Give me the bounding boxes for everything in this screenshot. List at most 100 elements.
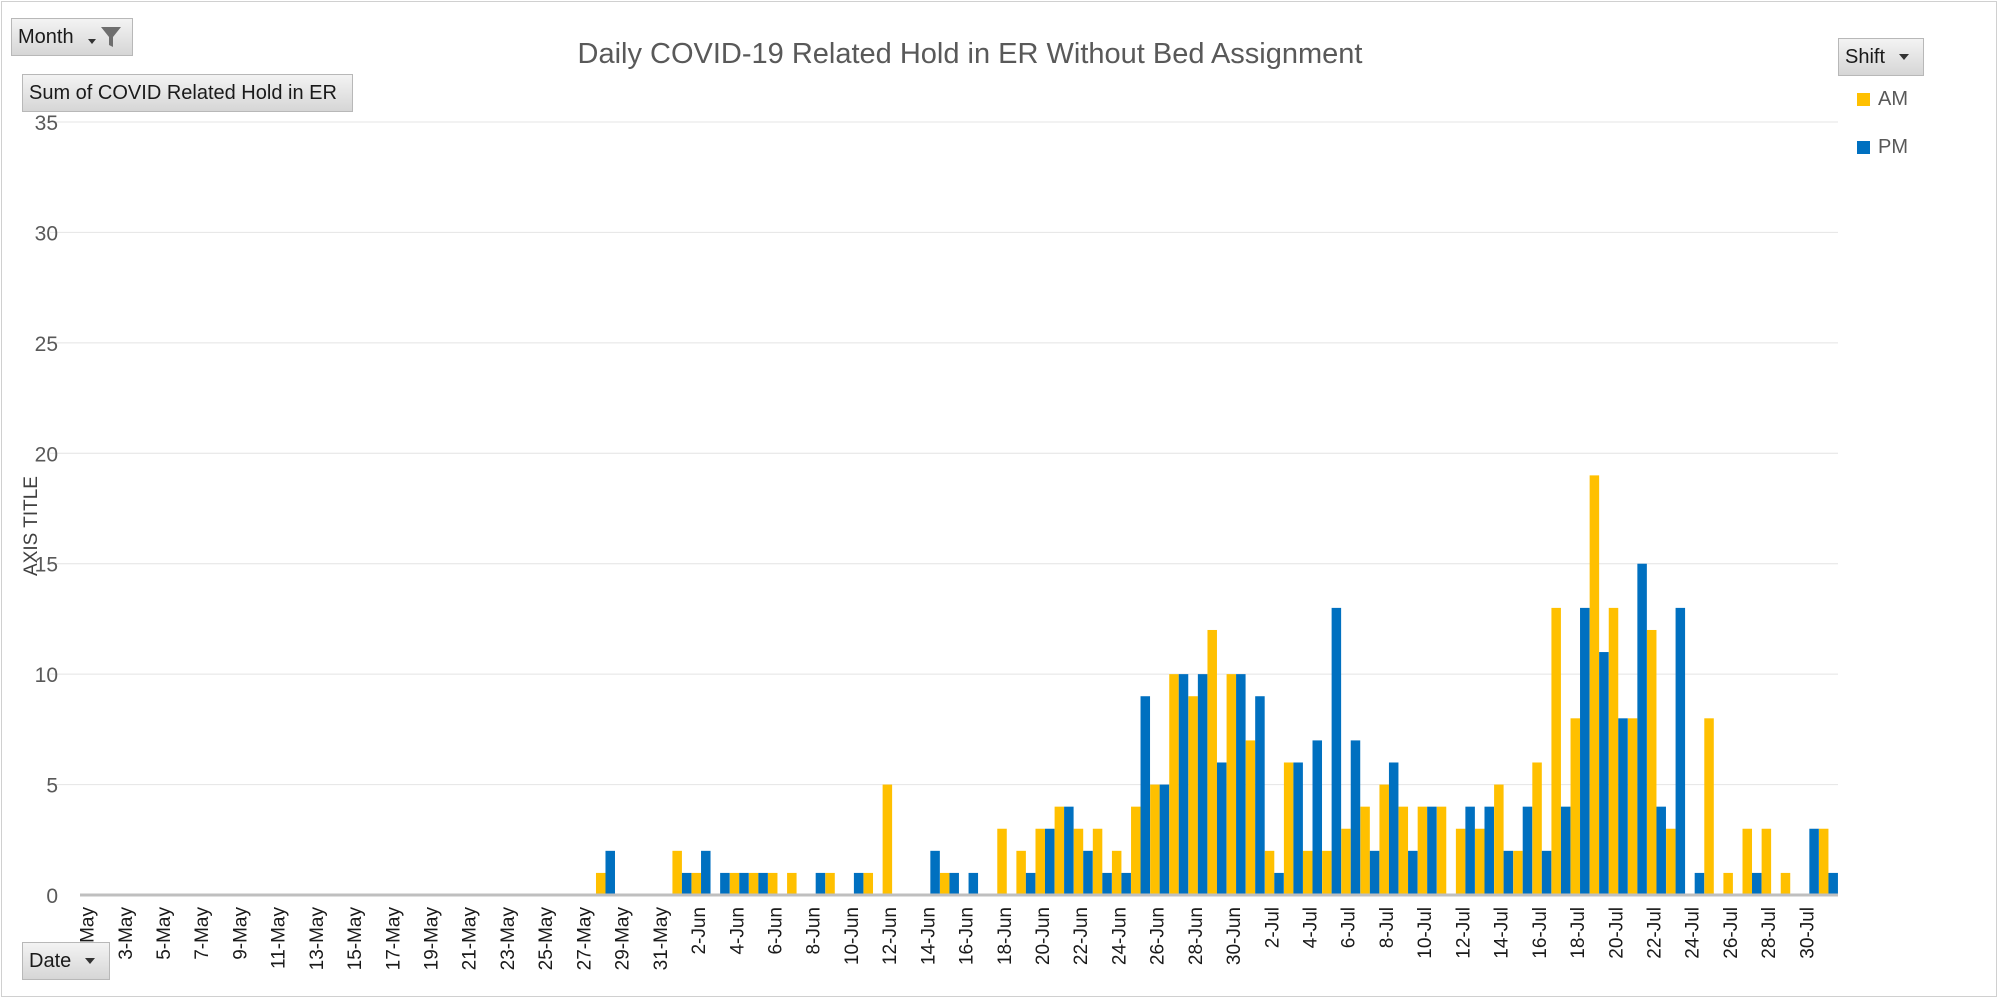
x-tick-label: 15-May (345, 907, 366, 971)
x-tick-label: 17-May (383, 907, 404, 971)
bar-pm (1637, 563, 1647, 895)
bar-am (1780, 872, 1791, 895)
bar-pm (1694, 872, 1705, 895)
bar-am (595, 872, 606, 895)
bar-pm (1025, 872, 1036, 895)
bar-pm (930, 850, 940, 895)
legend-label-pm: PM (1878, 136, 1908, 158)
bar-am (1398, 806, 1409, 895)
x-tick-label: 28-Jul (1759, 907, 1780, 959)
x-tick-label: 30-Jul (1797, 907, 1818, 959)
x-tick-label: 20-Jul (1606, 907, 1627, 959)
x-tick-label: 16-Jun (957, 907, 978, 965)
x-tick-label: 6-Jun (765, 907, 786, 955)
bar-am (1016, 850, 1026, 895)
bar-pm (1369, 850, 1380, 895)
bar-am (1704, 718, 1714, 895)
date-filter-button[interactable]: Date (22, 942, 110, 980)
month-filter-label: Month (18, 25, 74, 48)
bar-am (1742, 828, 1753, 895)
legend-label-am: AM (1878, 88, 1908, 110)
x-tick-label: 18-Jun (995, 907, 1016, 965)
values-field-button[interactable]: Sum of COVID Related Hold in ER (22, 74, 353, 112)
y-tick-label: 20 (35, 443, 58, 466)
legend-swatch-am (1857, 93, 1870, 106)
month-filter-button[interactable]: Month (11, 18, 133, 56)
bar-am (1646, 629, 1657, 895)
bar-am (1111, 850, 1122, 895)
x-tick-label: 4-Jun (727, 907, 748, 955)
x-tick-label: 10-Jul (1415, 907, 1436, 959)
x-tick-label: 8-Jul (1377, 907, 1398, 948)
x-tick-label: 14-Jun (918, 907, 939, 965)
bar-am (882, 784, 893, 895)
dropdown-arrow-icon (1899, 54, 1910, 60)
bar-pm (1216, 762, 1227, 895)
x-tick-label: 13-May (307, 907, 328, 971)
legend-item-am[interactable]: AM (1857, 88, 1908, 111)
bar-pm (1752, 872, 1762, 895)
legend-swatch-pm (1857, 141, 1870, 154)
bar-pm (1083, 850, 1093, 895)
bar-pm (1236, 674, 1246, 895)
bar-pm (701, 850, 711, 895)
x-tick-label: 16-Jul (1530, 907, 1551, 959)
date-filter-label: Date (29, 949, 72, 972)
bar-pm (1274, 872, 1284, 895)
bar-am (997, 828, 1007, 895)
x-tick-label: 2-Jul (1262, 907, 1283, 948)
bar-am (1570, 718, 1581, 895)
bar-am (1322, 850, 1332, 895)
bar-pm (853, 872, 864, 895)
bar-am (1455, 828, 1466, 895)
x-tick-label: 18-Jul (1568, 907, 1589, 959)
shift-filter-button[interactable]: Shift (1838, 38, 1924, 76)
bar-pm (1809, 828, 1819, 895)
bar-am (1226, 674, 1237, 895)
bar-am (1073, 828, 1084, 895)
y-tick-label: 10 (35, 664, 58, 687)
x-tick-label: 4-Jul (1301, 907, 1322, 948)
x-tick-label: 28-Jun (1186, 907, 1207, 965)
dropdown-arrow-icon (87, 38, 96, 44)
legend-item-pm[interactable]: PM (1857, 136, 1908, 159)
bar-pm (1656, 806, 1666, 895)
bar-am (1379, 784, 1389, 895)
bar-pm (1178, 674, 1189, 895)
x-tick-label: 31-May (651, 907, 672, 971)
x-tick-label: 24-Jul (1683, 907, 1704, 959)
shift-filter-label: Shift (1845, 45, 1886, 68)
bar-pm (1350, 740, 1361, 895)
bar-am (1608, 607, 1619, 895)
bar-pm (1331, 607, 1342, 895)
bar-am (1035, 828, 1045, 895)
bar-pm (1255, 696, 1265, 895)
y-tick-label: 15 (35, 554, 58, 577)
x-tick-label: 12-Jun (880, 907, 901, 965)
y-tick-label: 0 (46, 885, 58, 908)
bar-pm (1408, 850, 1418, 895)
x-tick-label: 22-Jul (1644, 907, 1665, 959)
bar-am (1494, 784, 1504, 895)
x-tick-label: 27-May (574, 907, 595, 971)
bar-am (1474, 828, 1485, 895)
bar-pm (1293, 762, 1303, 895)
bar-pm (1828, 872, 1838, 895)
bar-am (1360, 806, 1370, 895)
x-tick-label: 10-Jun (842, 907, 863, 965)
x-tick-label: 14-Jul (1492, 907, 1513, 959)
x-tick-label: 24-Jun (1109, 907, 1130, 965)
x-tick-label: 21-May (460, 907, 481, 971)
bar-pm (1140, 696, 1151, 895)
bar-am (1188, 696, 1198, 895)
bar-pm (1618, 718, 1628, 895)
y-tick-label: 30 (35, 222, 58, 245)
y-tick-label: 35 (35, 112, 58, 135)
x-tick-label: 6-Jul (1339, 907, 1360, 948)
x-tick-label: 23-May (498, 907, 519, 971)
x-tick-label: 25-May (536, 907, 557, 971)
bar-am (767, 872, 778, 895)
bar-am (672, 850, 682, 895)
